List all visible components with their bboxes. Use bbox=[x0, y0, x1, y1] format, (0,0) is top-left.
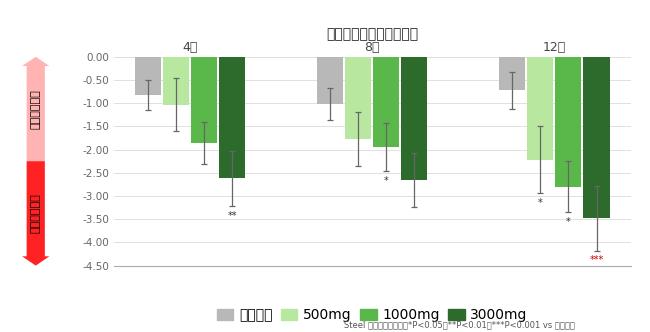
Bar bbox=[345, 57, 371, 139]
Text: ***: *** bbox=[590, 255, 604, 265]
Text: *: * bbox=[538, 198, 543, 208]
Title: 睡眠への満足度の変化量: 睡眠への満足度の変化量 bbox=[326, 28, 418, 42]
Bar bbox=[162, 57, 189, 105]
Bar bbox=[317, 57, 343, 104]
Text: 満足度が低い: 満足度が低い bbox=[31, 89, 41, 129]
Text: 4週: 4週 bbox=[182, 41, 198, 53]
Bar bbox=[499, 57, 525, 90]
Bar bbox=[527, 57, 553, 160]
Bar bbox=[555, 57, 582, 187]
Text: **: ** bbox=[227, 211, 237, 221]
Bar bbox=[219, 57, 245, 178]
Text: *: * bbox=[566, 217, 571, 227]
Bar bbox=[584, 57, 610, 218]
Legend: プラセボ, 500mg, 1000mg, 3000mg: プラセボ, 500mg, 1000mg, 3000mg bbox=[211, 302, 533, 328]
Text: 12週: 12週 bbox=[543, 41, 566, 53]
Bar bbox=[401, 57, 428, 180]
Bar bbox=[191, 57, 217, 143]
Bar bbox=[135, 57, 161, 95]
Bar bbox=[373, 57, 399, 147]
Text: 満足度が高い: 満足度が高い bbox=[31, 194, 41, 233]
Text: *: * bbox=[384, 176, 389, 186]
Text: Steel の多重比較検定、*P<0.05，**P<0.01，***P<0.001 vs プラセボ: Steel の多重比較検定、*P<0.05，**P<0.01，***P<0.00… bbox=[344, 320, 575, 329]
Text: 8週: 8週 bbox=[365, 41, 380, 53]
